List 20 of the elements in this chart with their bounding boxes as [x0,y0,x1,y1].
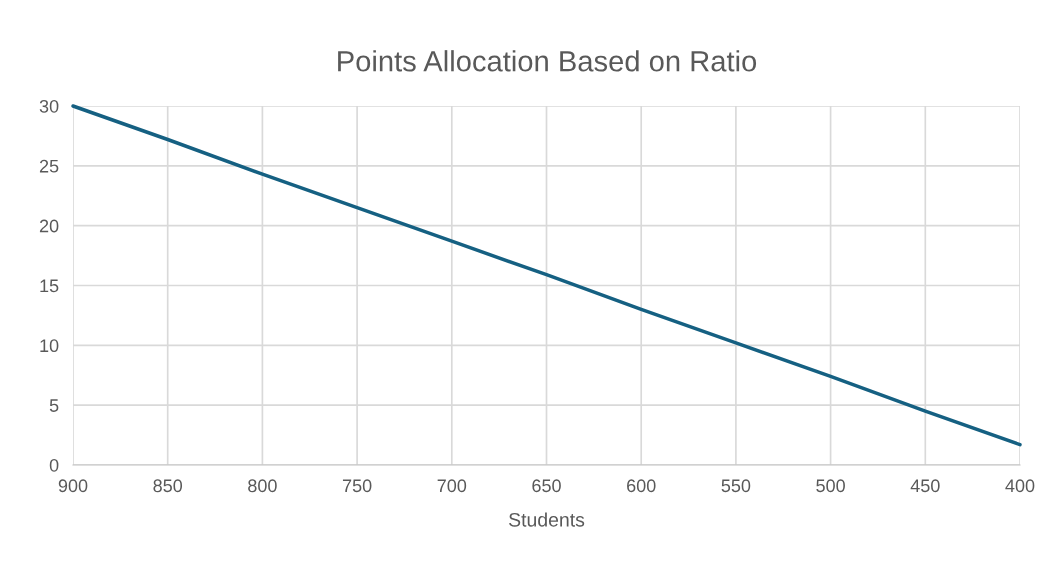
x-tick-label: 550 [721,479,751,493]
chart-title: Points Allocation Based on Ratio [338,50,757,72]
x-tick-label: 500 [816,479,845,493]
y-tick-label: 15 [40,279,59,293]
x-tick-label: 900 [58,479,88,493]
x-tick-label: 850 [153,479,183,493]
x-tick-label: 750 [342,479,372,493]
y-tick-label: 5 [49,399,59,412]
x-tick-label: 400 [1005,479,1035,493]
y-tick-label: 10 [40,339,59,353]
x-tick-label: 800 [248,479,277,493]
x-tick-label: 650 [532,479,561,493]
x-tick-label: 450 [910,479,940,493]
x-tick-label: 600 [627,479,656,493]
x-axis-title: Students [509,512,585,527]
y-tick-label: 25 [39,159,59,173]
y-tick-label: 20 [39,219,59,233]
x-tick-label: 700 [437,479,467,493]
y-tick-label: 30 [39,99,59,113]
y-tick-label: 0 [49,458,59,472]
